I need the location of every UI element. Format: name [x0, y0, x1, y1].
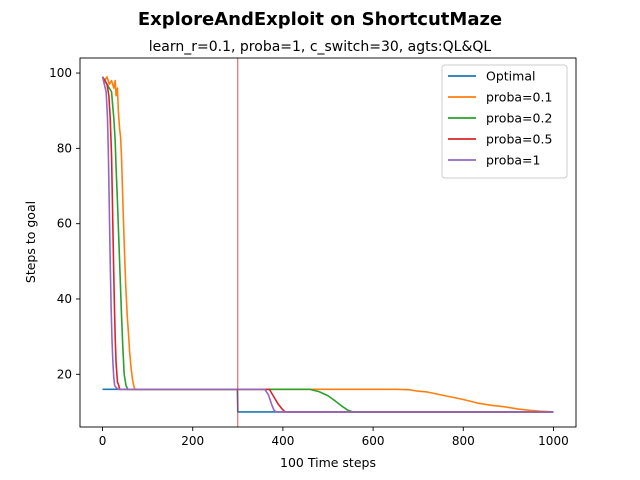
y-tick-label-1: 40 [57, 292, 72, 306]
x-axis-ticks: 0 200 400 600 800 1000 [99, 427, 569, 448]
chart-title: ExploreAndExploit on ShortcutMaze [138, 9, 502, 30]
x-axis-label: 100 Time steps [280, 455, 376, 470]
legend-label-0: Optimal [486, 69, 535, 84]
legend-label-2: proba=0.2 [486, 111, 552, 126]
y-tick-label-4: 100 [49, 66, 72, 80]
chart-subtitle: learn_r=0.1, proba=1, c_switch=30, agts:… [149, 39, 492, 55]
x-tick-label-2: 400 [271, 434, 294, 448]
x-tick-label-0: 0 [99, 434, 107, 448]
legend: Optimal proba=0.1 proba=0.2 proba=0.5 proba=… [441, 64, 568, 179]
series-line-3 [101, 76, 554, 413]
y-axis-label: Steps to goal [23, 201, 38, 283]
y-tick-label-2: 60 [57, 217, 72, 231]
series-line-1 [101, 76, 554, 413]
plot-marks [101, 58, 554, 427]
y-tick-label-3: 80 [57, 141, 72, 155]
legend-label-4: proba=1 [486, 153, 540, 168]
legend-frame [441, 64, 568, 179]
legend-label-1: proba=0.1 [486, 90, 552, 105]
x-tick-label-1: 200 [181, 434, 204, 448]
series-line-4 [101, 76, 554, 413]
x-tick-label-5: 1000 [538, 434, 569, 448]
x-tick-label-4: 800 [452, 434, 475, 448]
y-tick-label-0: 20 [57, 367, 72, 381]
y-axis-ticks: 20 40 60 80 100 [49, 66, 80, 381]
plot-frame [79, 57, 577, 428]
legend-label-3: proba=0.5 [486, 132, 552, 147]
x-tick-label-3: 600 [362, 434, 385, 448]
series-line-2 [101, 76, 554, 413]
